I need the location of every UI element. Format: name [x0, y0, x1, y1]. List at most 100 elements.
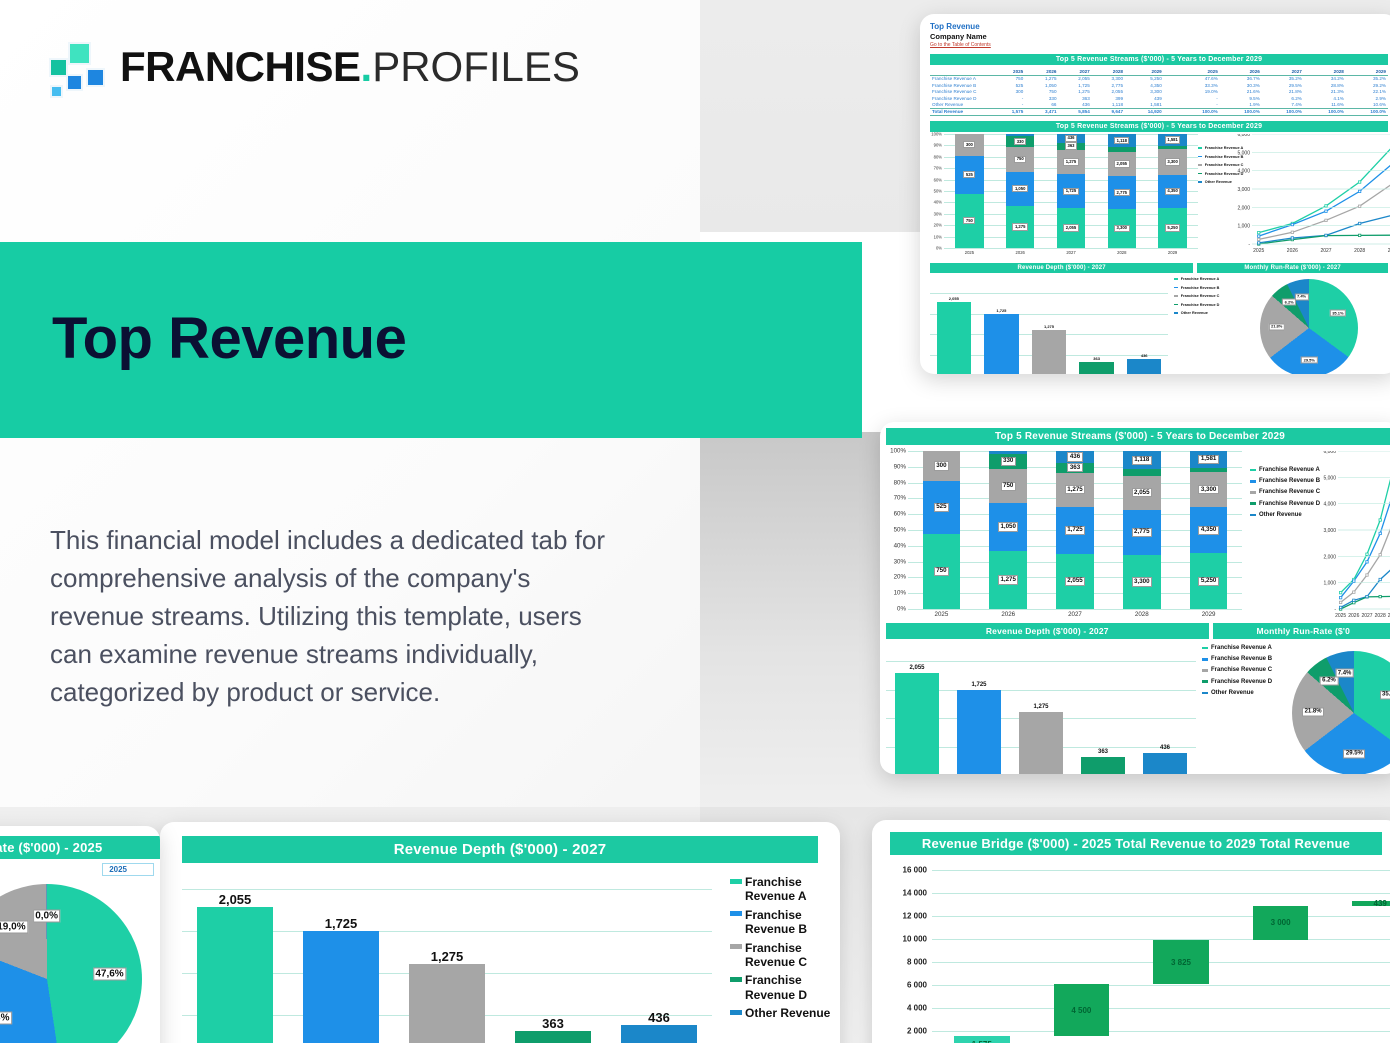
- revenue-streams-card[interactable]: Top 5 Revenue Streams ($'000) - 5 Years …: [880, 422, 1390, 774]
- bar-segment[interactable]: [1158, 146, 1187, 150]
- legend-item[interactable]: Other Revenue: [730, 1006, 840, 1020]
- bar-segment[interactable]: 5,250: [1158, 207, 1187, 248]
- mini-revenue-mix-pie[interactable]: 35.1% 29.5% 21.8% 6.2% 7.4%: [1260, 279, 1358, 374]
- bar-column[interactable]: 436 363 1,275 1,725 2,055: [1056, 134, 1086, 248]
- bar-segment[interactable]: 436: [1056, 451, 1094, 463]
- bar-segment[interactable]: 1,050: [1005, 171, 1035, 207]
- bar-segment[interactable]: 3,300: [1107, 209, 1136, 248]
- line-series[interactable]: [1340, 468, 1390, 594]
- bar-segment[interactable]: 3,300: [1158, 149, 1187, 175]
- bar-segment[interactable]: [1123, 469, 1161, 476]
- bar[interactable]: [894, 673, 940, 774]
- legend-item[interactable]: Franchise Revenue C: [1198, 163, 1243, 168]
- mini-line-chart[interactable]: 6,000 5,000 4,000 3,000 2,000 1,000 -2025 2026 2…: [1230, 132, 1390, 256]
- monthly-runrate-pie-chart[interactable]: 47,6%3,3%19,0%0,0%0,0%: [0, 884, 142, 1043]
- bar[interactable]: [1127, 359, 1162, 374]
- table-of-contents-link[interactable]: Go to the Table of Contents: [930, 41, 991, 48]
- legend-item[interactable]: Franchise Revenue D: [730, 973, 840, 1002]
- mini-stacked-bar-chart[interactable]: 100% 90% 80% 70% 60% 50% 40% 30% 20% 10% 0% 2025 202…: [930, 132, 1198, 256]
- legend-item[interactable]: Other Revenue: [1202, 690, 1272, 697]
- monthly-runrate-pie-card[interactable]: y Run-Rate ($'000) - 2025 2025 47,6% 3,3%…: [0, 826, 160, 1043]
- revenue-depth-zoom-chart[interactable]: 2,055 1,725 1,275 363 436: [182, 873, 712, 1043]
- bar-segment[interactable]: 1,050: [989, 503, 1027, 551]
- legend-item[interactable]: Franchise Revenue B: [730, 908, 840, 937]
- legend-item[interactable]: Other Revenue: [1174, 311, 1219, 316]
- bar-segment[interactable]: 436: [1056, 134, 1086, 143]
- bar-column[interactable]: 300 525 750: [955, 134, 984, 248]
- bar-segment[interactable]: 1,581: [1158, 134, 1187, 147]
- bar-segment[interactable]: 2,055: [1056, 207, 1086, 248]
- bar-segment[interactable]: 1,118: [1123, 451, 1161, 470]
- bar[interactable]: [936, 301, 971, 374]
- bar[interactable]: [984, 313, 1019, 374]
- run-rate-line-chart[interactable]: 6,000 5,000 4,000 3,000 2,000 1,000-2025 2026 2…: [1316, 449, 1390, 621]
- bar-column[interactable]: 330 750 1,050 1,275: [989, 451, 1027, 609]
- waterfall-bar[interactable]: 4 500: [1053, 984, 1110, 1036]
- revenue-depth-card[interactable]: Revenue Depth ($'000) - 2027 2,055 1,725 1…: [160, 822, 840, 1043]
- bar-segment[interactable]: 330: [989, 454, 1027, 470]
- legend-item[interactable]: Franchise Revenue D: [1250, 501, 1320, 508]
- bar[interactable]: [620, 1025, 698, 1043]
- legend-item[interactable]: Franchise Revenue D: [1198, 172, 1243, 177]
- bar-segment[interactable]: 2,055: [1107, 151, 1136, 177]
- legend-item[interactable]: Franchise Revenue B: [1202, 656, 1272, 663]
- legend-item[interactable]: Franchise Revenue C: [1174, 294, 1219, 299]
- bar-segment[interactable]: [1107, 147, 1136, 152]
- waterfall-bar[interactable]: 1 575: [953, 1035, 1010, 1043]
- bar-segment[interactable]: 363: [1056, 142, 1086, 150]
- legend-item[interactable]: Other Revenue: [1198, 180, 1243, 185]
- bar-segment[interactable]: 2,775: [1107, 176, 1136, 210]
- bar-segment[interactable]: 750: [922, 533, 961, 609]
- waterfall-bar[interactable]: 439: [1352, 899, 1390, 908]
- revenue-mix-pie-chart[interactable]: 35.1% 29.5% 21.8% 6.2%7.4%: [1292, 651, 1390, 774]
- bar-segment[interactable]: 1,725: [1056, 507, 1094, 554]
- bar[interactable]: [956, 689, 1002, 774]
- bar-segment[interactable]: 1,275: [989, 550, 1027, 609]
- bar-segment[interactable]: 2,775: [1123, 509, 1161, 555]
- bar-segment[interactable]: 1,725: [1056, 174, 1086, 208]
- legend-item[interactable]: Franchise Revenue A: [1202, 645, 1272, 652]
- bar[interactable]: [1018, 711, 1064, 774]
- bar-segment[interactable]: 4,350: [1189, 507, 1228, 554]
- bar[interactable]: [1080, 757, 1126, 774]
- bar[interactable]: [1031, 329, 1067, 374]
- waterfall-bar[interactable]: 3 825: [1153, 940, 1209, 985]
- legend-item[interactable]: Franchise Revenue C: [730, 941, 840, 970]
- bar-column[interactable]: 330 750 1,050 1,275: [1005, 134, 1035, 248]
- bar-segment[interactable]: [989, 451, 1027, 455]
- mini-revenue-depth-chart[interactable]: 2,055 1,725 1,275 363 436: [930, 277, 1168, 374]
- bar[interactable]: [514, 1030, 592, 1043]
- bar-segment[interactable]: 1,275: [1056, 472, 1094, 507]
- bar-column[interactable]: 300 525 750: [922, 451, 961, 609]
- bar-segment[interactable]: 525: [955, 155, 984, 194]
- pie-body[interactable]: [0, 884, 142, 1043]
- bar-segment[interactable]: 1,275: [1005, 206, 1035, 248]
- bar-segment[interactable]: 2,055: [1123, 475, 1161, 510]
- bar-segment[interactable]: [1189, 467, 1228, 473]
- legend-item[interactable]: Franchise Revenue D: [1202, 679, 1272, 686]
- bar-segment[interactable]: 363: [1056, 462, 1094, 473]
- bar-column[interactable]: 1,118 2,055 2,775 3,300: [1107, 134, 1136, 248]
- legend-item[interactable]: Franchise Revenue A: [1174, 277, 1219, 282]
- bar-segment[interactable]: 750: [1005, 147, 1035, 172]
- revenue-bridge-chart[interactable]: 16 000 14 000 12 000 10 000 8 000 6 000 4 000 2…: [890, 864, 1390, 1043]
- bar-segment[interactable]: 750: [955, 193, 984, 248]
- waterfall-bar[interactable]: 3 000: [1252, 905, 1309, 941]
- legend-item[interactable]: Franchise Revenue A: [730, 875, 840, 904]
- bar-column[interactable]: 1,581 3,300 4,350 5,250: [1189, 451, 1228, 609]
- bar-segment[interactable]: 300: [955, 134, 984, 156]
- bar[interactable]: [196, 907, 274, 1043]
- bar[interactable]: [302, 931, 380, 1043]
- bar[interactable]: [1142, 753, 1188, 774]
- dashboard-preview-card[interactable]: Top Revenue Company Name Go to the Table…: [920, 14, 1390, 374]
- legend-item[interactable]: Franchise Revenue A: [1198, 146, 1243, 151]
- bar-column[interactable]: 1,581 3,300 4,350 5,250: [1158, 134, 1187, 248]
- legend-item[interactable]: Franchise Revenue B: [1198, 155, 1243, 160]
- bar-segment[interactable]: 4,350: [1158, 174, 1187, 208]
- bar-segment[interactable]: 1,275: [1056, 149, 1086, 175]
- bar-segment[interactable]: 3,300: [1189, 472, 1228, 508]
- bar[interactable]: [408, 963, 486, 1043]
- legend-item[interactable]: Other Revenue: [1250, 512, 1320, 519]
- bar-segment[interactable]: 2,055: [1056, 553, 1094, 609]
- legend-item[interactable]: Franchise Revenue C: [1250, 489, 1320, 496]
